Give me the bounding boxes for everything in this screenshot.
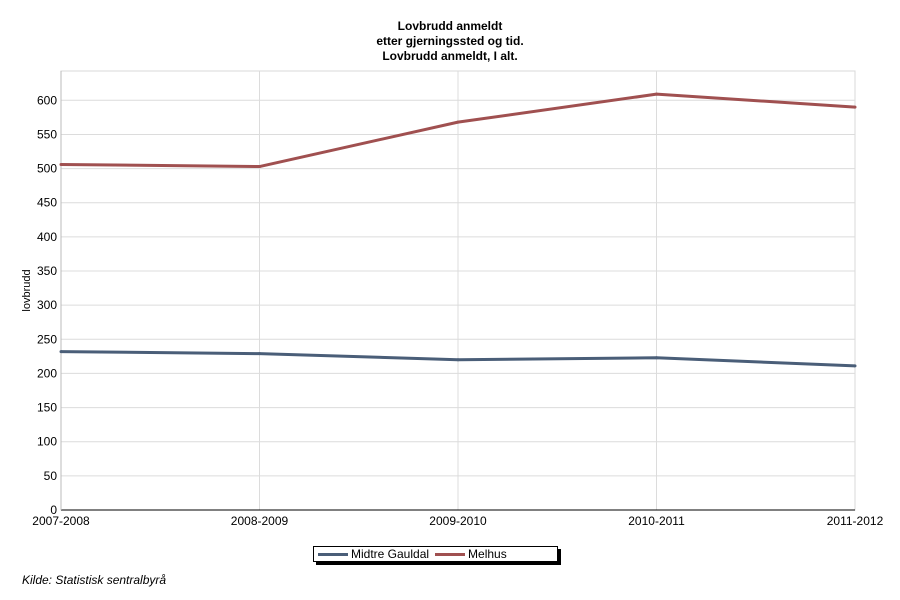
data-point [456,358,460,362]
data-point [655,356,658,360]
data-point [258,165,261,169]
title-line-3: Lovbrudd anmeldt, I alt. [382,49,518,63]
legend: Midtre Gauldal Melhus [313,546,558,562]
y-tick-label: 500 [37,162,57,176]
y-tick-label: 600 [37,93,57,107]
data-point [258,352,261,356]
x-tick-label: 2007-2008 [32,514,90,528]
title-line-1: Lovbrudd anmeldt [397,19,503,33]
legend-item-melhus: Melhus [435,547,507,561]
y-tick-label: 0 [50,503,57,517]
y-tick-label: 150 [37,401,57,415]
x-tick-label: 2008-2009 [231,514,289,528]
data-point [853,105,857,109]
title-line-2: etter gjerningssted og tid. [376,34,524,48]
legend-label: Melhus [468,547,507,561]
legend-swatch [435,552,466,556]
legend-item-midtre-gauldal: Midtre Gauldal [318,547,429,561]
y-tick-label: 450 [37,196,57,210]
chart-title: Lovbrudd anmeldt etter gjerningssted og … [0,19,900,64]
data-point [59,350,63,354]
data-point [853,364,857,368]
legend-label: Midtre Gauldal [351,547,430,561]
y-tick-label: 300 [37,298,57,312]
x-tick-label: 2010-2011 [628,514,685,528]
x-tick-label: 2009-2010 [429,514,487,528]
data-point [456,120,460,124]
y-tick-label: 100 [37,435,57,449]
y-axis-label: lovbrudd [21,269,33,311]
y-tick-label: 400 [37,230,57,244]
y-tick-label: 200 [37,366,57,380]
y-tick-label: 250 [37,332,57,346]
source-note: Kilde: Statistisk sentralbyrå [22,573,167,587]
legend-swatch [318,552,348,556]
data-point [59,162,63,166]
y-tick-label: 350 [37,264,57,278]
data-point [655,92,658,96]
y-tick-label: 50 [44,469,58,483]
y-tick-label: 550 [37,127,57,141]
x-tick-label: 2011-2012 [827,514,884,528]
